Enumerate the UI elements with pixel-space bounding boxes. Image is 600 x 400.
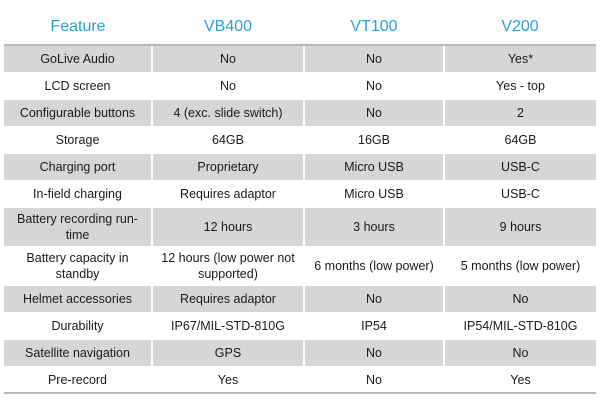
table-row: LCD screen No No Yes - top xyxy=(4,72,596,100)
feature-cell: Helmet accessories xyxy=(4,285,153,313)
v200-cell: IP54/MIL-STD-810G xyxy=(444,312,596,340)
table-row: GoLive Audio No No Yes* xyxy=(4,45,596,73)
v200-cell: 2 xyxy=(444,99,596,127)
feature-cell: Charging port xyxy=(4,153,153,181)
vb400-cell: Proprietary xyxy=(152,153,305,181)
vt100-cell: IP54 xyxy=(304,312,445,340)
vb400-cell: Yes xyxy=(152,366,305,394)
vt100-cell: Micro USB xyxy=(304,153,445,181)
vb400-cell: 12 hours (low power not supported) xyxy=(152,246,305,286)
column-header-feature: Feature xyxy=(4,10,152,46)
table-row: Configurable buttons 4 (exc. slide switc… xyxy=(4,99,596,127)
table-row: Storage 64GB 16GB 64GB xyxy=(4,126,596,154)
feature-cell: Battery recording run-time xyxy=(4,207,153,247)
vt100-cell: No xyxy=(304,339,445,367)
vb400-cell: Requires adaptor xyxy=(152,180,305,208)
v200-cell: 5 months (low power) xyxy=(444,246,596,286)
feature-cell: LCD screen xyxy=(4,72,153,100)
vb400-cell: IP67/MIL-STD-810G xyxy=(152,312,305,340)
vt100-cell: 6 months (low power) xyxy=(304,246,445,286)
vt100-cell: No xyxy=(304,72,445,100)
table-row: Battery recording run-time 12 hours 3 ho… xyxy=(4,207,596,247)
v200-cell: 9 hours xyxy=(444,207,596,247)
table-row: Durability IP67/MIL-STD-810G IP54 IP54/M… xyxy=(4,312,596,340)
vt100-cell: 16GB xyxy=(304,126,445,154)
header-row: Feature VB400 VT100 V200 xyxy=(4,10,596,46)
feature-cell: GoLive Audio xyxy=(4,45,153,73)
v200-cell: USB-C xyxy=(444,153,596,181)
vb400-cell: 12 hours xyxy=(152,207,305,247)
vt100-cell: Micro USB xyxy=(304,180,445,208)
table-row: Pre-record Yes No Yes xyxy=(4,366,596,394)
feature-cell: Battery capacity in standby xyxy=(4,246,153,286)
column-header-vt100: VT100 xyxy=(304,10,444,46)
vb400-cell: No xyxy=(152,45,305,73)
table-row: Charging port Proprietary Micro USB USB-… xyxy=(4,153,596,181)
vb400-cell: 4 (exc. slide switch) xyxy=(152,99,305,127)
feature-cell: Durability xyxy=(4,312,153,340)
vt100-cell: No xyxy=(304,99,445,127)
feature-cell: Satellite navigation xyxy=(4,339,153,367)
table-row: Battery capacity in standby 12 hours (lo… xyxy=(4,246,596,286)
vb400-cell: GPS xyxy=(152,339,305,367)
v200-cell: 64GB xyxy=(444,126,596,154)
vb400-cell: 64GB xyxy=(152,126,305,154)
vt100-cell: 3 hours xyxy=(304,207,445,247)
vb400-cell: Requires adaptor xyxy=(152,285,305,313)
table-row: Satellite navigation GPS No No xyxy=(4,339,596,367)
feature-cell: In-field charging xyxy=(4,180,153,208)
v200-cell: Yes - top xyxy=(444,72,596,100)
bottom-rule xyxy=(4,392,596,394)
feature-cell: Storage xyxy=(4,126,153,154)
vt100-cell: No xyxy=(304,45,445,73)
column-header-vb400: VB400 xyxy=(152,10,304,46)
table-body: GoLive Audio No No Yes* LCD screen No No… xyxy=(4,45,596,394)
v200-cell: USB-C xyxy=(444,180,596,208)
v200-cell: Yes* xyxy=(444,45,596,73)
feature-cell: Configurable buttons xyxy=(4,99,153,127)
comparison-table: Feature VB400 VT100 V200 GoLive Audio No… xyxy=(4,10,596,394)
feature-cell: Pre-record xyxy=(4,366,153,394)
vt100-cell: No xyxy=(304,366,445,394)
column-header-v200: V200 xyxy=(444,10,596,46)
v200-cell: No xyxy=(444,285,596,313)
vb400-cell: No xyxy=(152,72,305,100)
vt100-cell: No xyxy=(304,285,445,313)
v200-cell: Yes xyxy=(444,366,596,394)
v200-cell: No xyxy=(444,339,596,367)
table-row: In-field charging Requires adaptor Micro… xyxy=(4,180,596,208)
comparison-table-container: Feature VB400 VT100 V200 GoLive Audio No… xyxy=(4,10,596,394)
table-row: Helmet accessories Requires adaptor No N… xyxy=(4,285,596,313)
